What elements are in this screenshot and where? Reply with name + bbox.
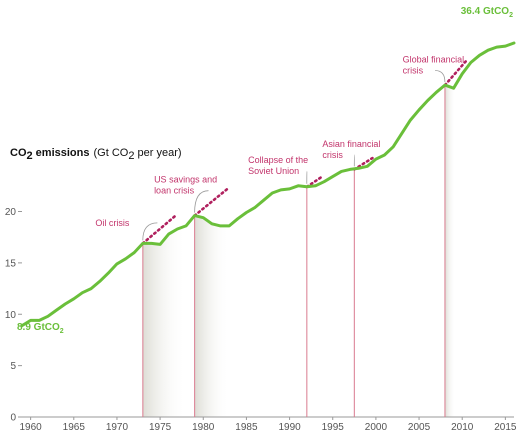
y-tick-label: 5 <box>10 361 16 372</box>
event-label: US savings and <box>154 175 217 185</box>
start-value-label: 8.9 GtCO2 <box>17 322 64 335</box>
y-tick-label: 10 <box>5 310 17 321</box>
event-label: crisis <box>322 150 343 160</box>
event-label: loan crisis <box>154 186 195 196</box>
event-label: Collapse of the <box>248 155 308 165</box>
event-label: Asian financial <box>322 139 380 149</box>
event-trend-dots <box>443 60 467 87</box>
x-tick-label: 1975 <box>149 422 172 433</box>
x-tick-label: 1980 <box>192 422 215 433</box>
event-markers <box>141 60 467 417</box>
event-shade <box>142 225 186 417</box>
x-tick-label: 1960 <box>20 422 43 433</box>
event-shade <box>194 215 230 417</box>
x-tick-label: 2005 <box>408 422 431 433</box>
series-layer <box>20 41 516 328</box>
event-leader <box>142 222 158 241</box>
event-label: Global financial <box>403 55 465 65</box>
x-tick-label: 1990 <box>278 422 301 433</box>
y-axis-title: CO2 emissions (Gt CO2 per year) <box>10 147 182 162</box>
event-trend-dots <box>193 187 229 217</box>
event-label: crisis <box>403 66 424 76</box>
y-tick-label: 15 <box>5 258 17 269</box>
event-label: Soviet Union <box>248 166 299 176</box>
event-leader <box>353 154 356 167</box>
axes: 0 5 10 15 20 1960 1965 1970 1975 1980 1985 1990 1995… <box>5 207 517 433</box>
event-trend-dots <box>353 156 374 171</box>
y-tick-label: 20 <box>5 207 17 218</box>
x-tick-label: 1965 <box>63 422 86 433</box>
y-tick-label: 0 <box>10 413 16 424</box>
x-tick-label: 2010 <box>451 422 474 433</box>
event-shades <box>142 85 456 417</box>
event-leader <box>435 70 446 83</box>
event-leader <box>194 190 209 213</box>
labels-layer: CO2 emissions (Gt CO2 per year) Oil crisis… <box>10 6 513 335</box>
emissions-line <box>20 41 516 328</box>
event-shade <box>444 85 456 417</box>
x-tick-label: 2000 <box>365 422 388 433</box>
x-tick-label: 1970 <box>106 422 129 433</box>
x-tick-label: 1985 <box>235 422 258 433</box>
event-trend-dots <box>141 214 177 245</box>
end-value-label: 36.4 GtCO2 <box>461 6 513 19</box>
x-tick-label: 2015 <box>494 422 517 433</box>
x-tick-label: 1995 <box>322 422 345 433</box>
event-label: Oil crisis <box>95 218 129 228</box>
